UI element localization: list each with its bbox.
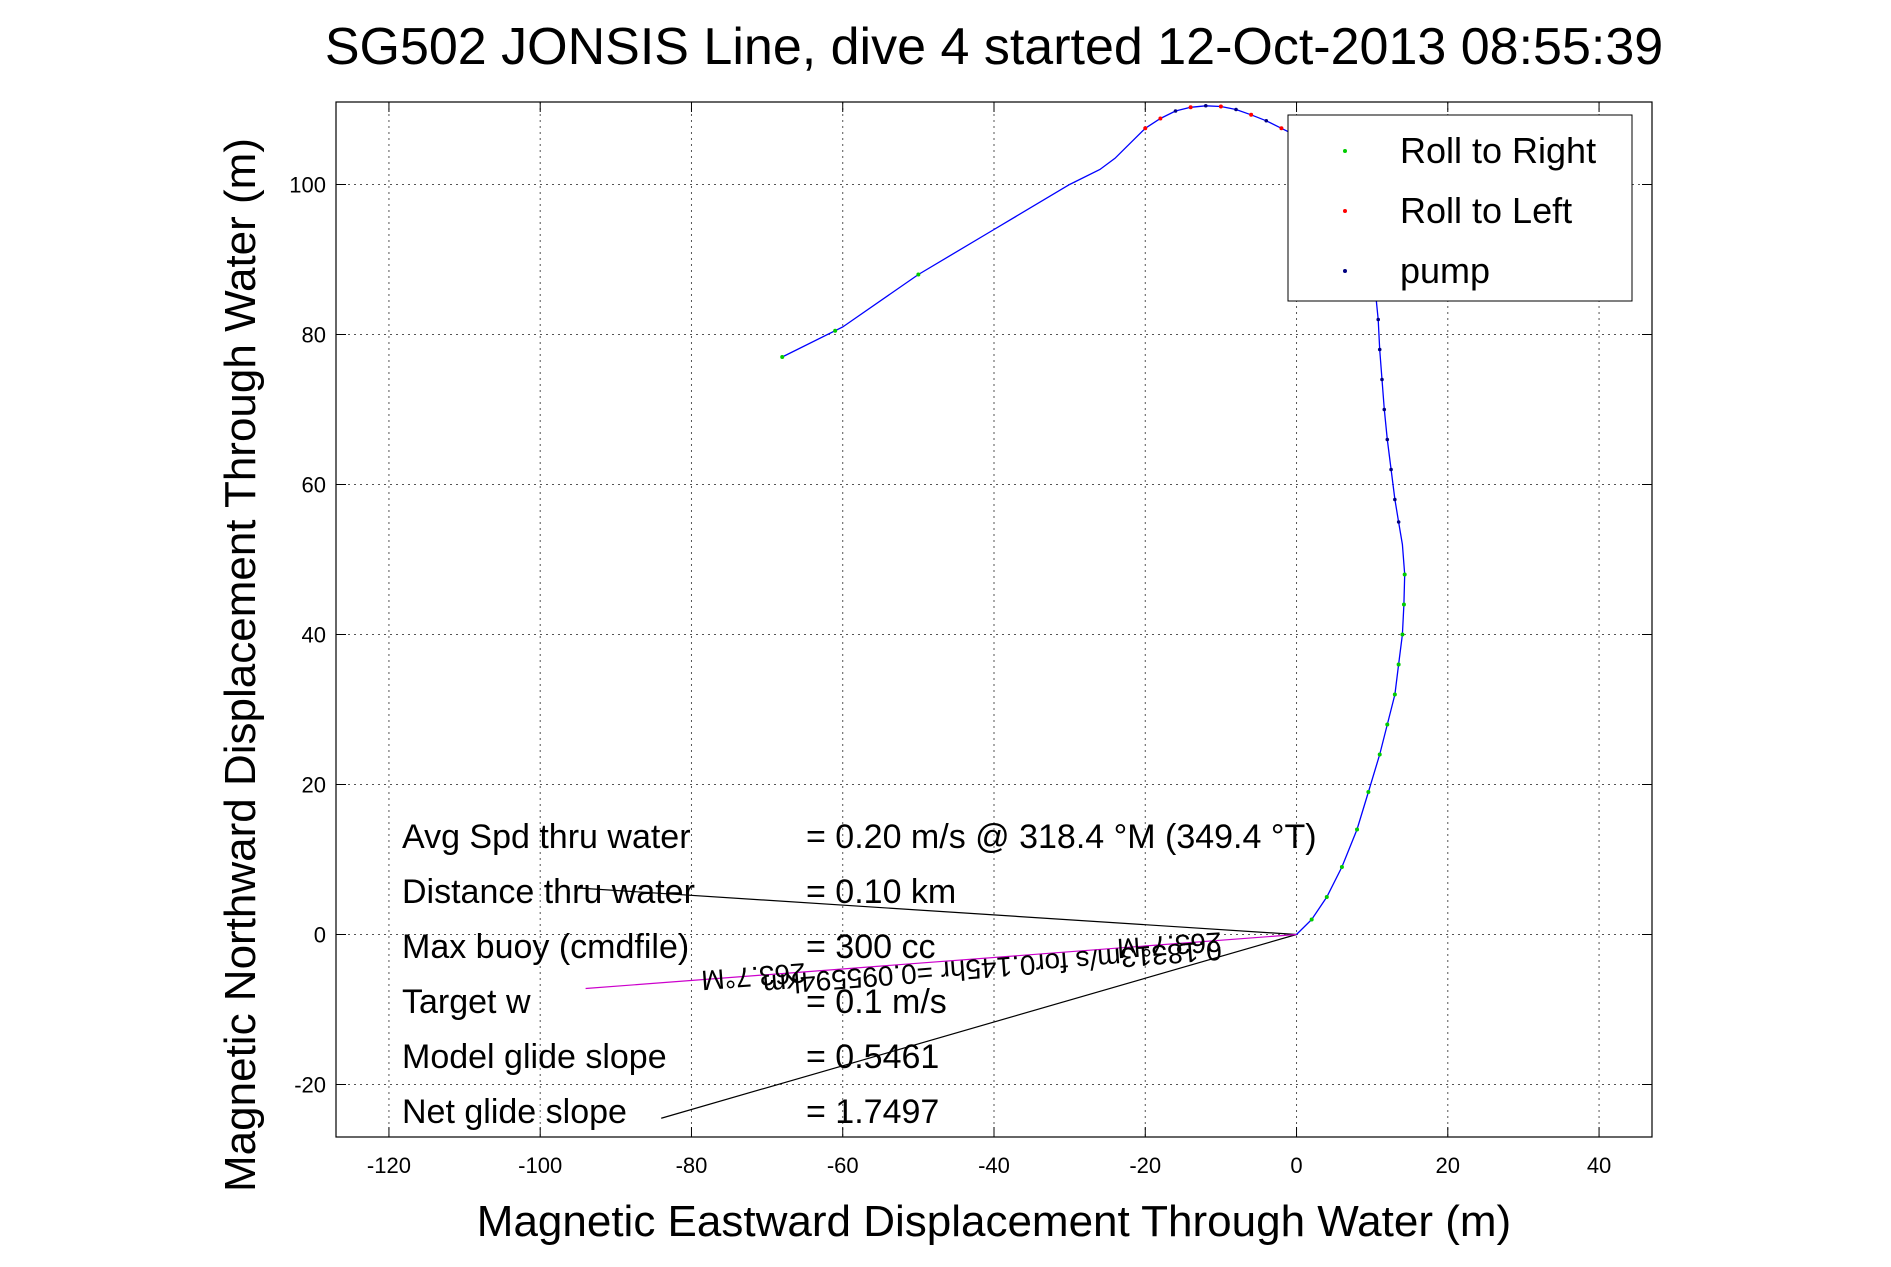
roll-left-point [1279, 126, 1284, 131]
stats-label: Net glide slope [402, 1093, 627, 1131]
legend-box [1287, 114, 1633, 302]
roll-right-point [780, 355, 785, 359]
x-tick-label: -40 [978, 1153, 1010, 1178]
roll-left-point [1218, 104, 1223, 109]
roll-right-point [1377, 752, 1382, 757]
pump-point [1376, 317, 1381, 322]
x-tick-label: -60 [827, 1153, 859, 1178]
roll-right-point [1355, 827, 1360, 832]
x-axis-label: Magnetic Eastward Displacement Through W… [477, 1197, 1511, 1246]
pump-point [1385, 437, 1390, 442]
roll-right-point [1324, 895, 1329, 899]
y-tick-label: 20 [302, 773, 326, 798]
roll-right-point [1401, 602, 1406, 607]
pump-point [1264, 118, 1269, 123]
stats-label: Max buoy (cmdfile) [402, 928, 689, 966]
roll-right-point [1309, 917, 1314, 922]
roll-right-point [1396, 662, 1401, 667]
stats-label: Model glide slope [402, 1038, 667, 1076]
legend-marker [1343, 209, 1347, 213]
stats-value: = 1.7497 [806, 1093, 939, 1131]
roll-right-point [833, 328, 838, 333]
roll-right-point [1402, 572, 1407, 577]
x-tick-label: -100 [518, 1153, 562, 1178]
roll-right-point [1392, 692, 1397, 697]
y-tick-label: 0 [314, 923, 326, 948]
roll-left-point [1158, 116, 1163, 121]
chart-title: SG502 JONSIS Line, dive 4 started 12-Oct… [325, 18, 1663, 76]
roll-right-point [1339, 865, 1344, 869]
rotated-annotation: 263.7°M [1116, 926, 1222, 964]
legend-marker [1343, 269, 1347, 273]
current-vector-line [661, 933, 1297, 1119]
roll-right-point [1366, 790, 1371, 794]
legend-entry-label: Roll to Left [1400, 190, 1572, 231]
roll-left-point [1188, 105, 1193, 110]
roll-right-point [1400, 632, 1405, 637]
stats-value: = 300 cc [806, 928, 935, 966]
x-tick-label: 40 [1587, 1153, 1611, 1178]
x-tick-label: 20 [1436, 1153, 1460, 1178]
legend-entry-label: pump [1400, 250, 1490, 291]
stats-label: Avg Spd thru water [402, 818, 691, 856]
y-tick-label: -20 [294, 1073, 326, 1098]
pump-point [1377, 347, 1382, 352]
roll-left-point [1143, 126, 1148, 131]
y-tick-label: 80 [302, 323, 326, 348]
x-tick-label: 0 [1290, 1153, 1302, 1178]
axis-ticks: -120 -100 -80 -60 -40 -20 0 20 40 -20 0 20 40 60 80 100 [289, 102, 1652, 1178]
roll-left-point [1249, 112, 1254, 117]
pump-point [1382, 407, 1387, 412]
y-axis-label: Magnetic Northward Displacement Through … [216, 138, 265, 1192]
stats-block: Avg Spd thru water = 0.20 m/s @ 318.4 °M … [402, 818, 1317, 1131]
pump-point [1203, 103, 1208, 108]
grid [336, 102, 1652, 1137]
y-tick-label: 40 [302, 623, 326, 648]
x-tick-label: -20 [1129, 1153, 1161, 1178]
legend-marker [1343, 149, 1347, 153]
stats-label: Distance thru water [402, 873, 695, 911]
stats-value: = 0.5461 [806, 1038, 939, 1076]
x-tick-label: -120 [367, 1153, 411, 1178]
current-vector-line [577, 887, 1297, 936]
roll-right-point [916, 272, 921, 277]
stats-value: = 0.10 km [806, 873, 956, 911]
pump-point [1393, 497, 1397, 502]
y-tick-label: 100 [289, 173, 326, 198]
legend: Roll to Right Roll to Left pump [1287, 114, 1633, 302]
x-tick-label: -80 [676, 1153, 708, 1178]
stats-label: Target w [402, 983, 531, 1021]
pump-point [1389, 467, 1393, 472]
roll-right-point [1385, 722, 1390, 727]
stats-value: = 0.1 m/s [806, 983, 947, 1021]
legend-entry-label: Roll to Right [1400, 130, 1596, 171]
y-tick-label: 60 [302, 473, 326, 498]
current-vector-line [585, 933, 1297, 990]
pump-point [1173, 109, 1178, 113]
pump-point [1380, 377, 1384, 382]
pump-point [1234, 107, 1238, 112]
current-lines [577, 887, 1297, 1119]
pump-point [1396, 520, 1401, 524]
stats-value: = 0.20 m/s @ 318.4 °M (349.4 °T) [806, 818, 1317, 856]
